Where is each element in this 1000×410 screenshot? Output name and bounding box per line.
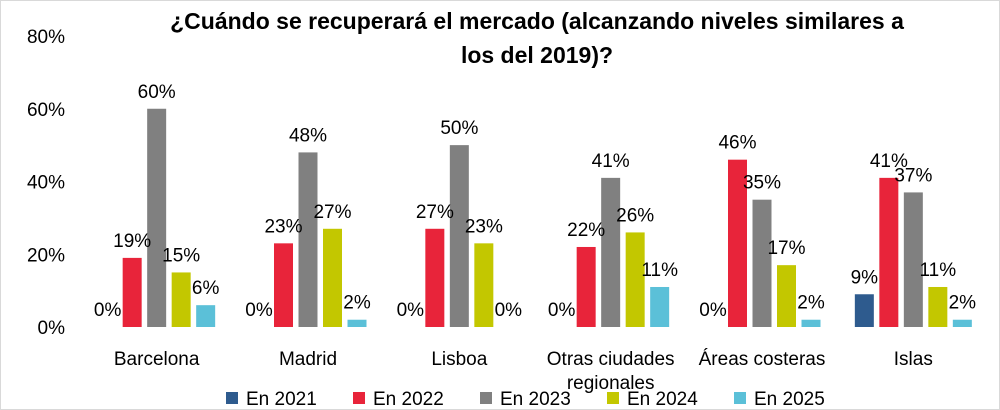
legend-swatch [226, 392, 238, 404]
data-label: 23% [264, 216, 302, 237]
legend-label: En 2024 [627, 389, 698, 409]
y-tick-label: 20% [27, 245, 65, 266]
bars [122, 108, 972, 327]
legend-swatch [607, 392, 619, 404]
data-label: 60% [138, 82, 176, 103]
bar [196, 305, 216, 327]
data-label: 27% [313, 202, 351, 223]
data-label: 41% [592, 151, 630, 172]
legend-label: En 2021 [246, 389, 317, 409]
y-tick-label: 60% [27, 100, 65, 121]
bar [854, 294, 874, 327]
category-label: Madrid [279, 349, 337, 370]
data-label: 0% [699, 300, 727, 321]
category-label: Áreas costeras [699, 349, 826, 370]
bar [752, 199, 772, 327]
bar [601, 177, 621, 327]
bar [122, 257, 142, 327]
bar [650, 286, 670, 327]
data-label: 0% [245, 300, 273, 321]
bar [323, 228, 342, 327]
legend-label: En 2025 [754, 389, 825, 409]
y-tick-label: 0% [38, 318, 66, 339]
legend-label: En 2022 [373, 389, 444, 409]
bar [728, 159, 747, 327]
data-label: 2% [949, 293, 977, 314]
bar [879, 177, 899, 327]
bar [903, 192, 923, 327]
legend-label: En 2023 [500, 389, 571, 409]
data-labels: 0% 19% 60% 15% 6% 0% 23% 48% 27% 2% 0% 27% 50% 23% 0% 0… [94, 82, 976, 321]
bar [425, 228, 445, 327]
bar [147, 108, 167, 327]
legend-swatch [353, 392, 365, 404]
data-label: 17% [767, 238, 805, 259]
data-label: 46% [718, 133, 756, 154]
y-tick-label: 80% [27, 27, 65, 48]
bar [777, 265, 796, 327]
data-label: 48% [289, 125, 327, 146]
data-label: 35% [743, 173, 781, 194]
y-axis: 0% 20% 40% 60% 80% [27, 27, 65, 339]
category-label: Barcelona [114, 349, 200, 370]
bar [801, 319, 821, 327]
bar [298, 152, 318, 327]
data-label: 26% [616, 205, 654, 226]
data-label: 37% [894, 165, 932, 186]
category-label: Otras ciudades [547, 349, 675, 370]
data-label: 0% [94, 300, 122, 321]
bar [928, 286, 948, 327]
data-label: 9% [851, 267, 879, 288]
data-label: 41% [870, 151, 908, 172]
bar [449, 145, 469, 327]
data-label: 15% [162, 245, 200, 266]
category-label: regionales [567, 373, 655, 394]
y-tick-label: 40% [27, 173, 65, 194]
bar [474, 243, 494, 327]
bar [171, 272, 191, 327]
data-label: 22% [567, 220, 605, 241]
data-label: 0% [548, 300, 576, 321]
data-label: 19% [113, 231, 151, 252]
data-label: 11% [641, 260, 678, 281]
chart-title-line: ¿Cuándo se recuperará el mercado (alcanz… [170, 8, 904, 34]
bar [347, 319, 367, 327]
x-axis-categories: Barcelona Madrid Lisboa Otras ciudades regio… [114, 349, 933, 394]
bar [576, 246, 596, 327]
data-label: 11% [920, 260, 957, 281]
data-label: 0% [495, 300, 523, 321]
bar [952, 319, 972, 327]
bar [274, 243, 293, 327]
data-label: 23% [465, 216, 503, 237]
bar [625, 232, 645, 327]
category-label: Islas [894, 349, 933, 370]
chart-title: ¿Cuándo se recuperará el mercado (alcanz… [170, 8, 904, 68]
data-label: 0% [397, 300, 425, 321]
data-label: 27% [416, 202, 454, 223]
category-label: Lisboa [431, 349, 487, 370]
legend: En 2021 En 2022 En 2023 En 2024 En 2025 [226, 389, 825, 409]
legend-swatch [480, 392, 492, 404]
chart-title-line: los del 2019)? [461, 42, 613, 68]
data-label: 6% [192, 278, 220, 299]
data-label: 2% [343, 293, 371, 314]
data-label: 50% [440, 118, 478, 139]
data-label: 2% [797, 293, 825, 314]
legend-swatch [734, 392, 746, 404]
